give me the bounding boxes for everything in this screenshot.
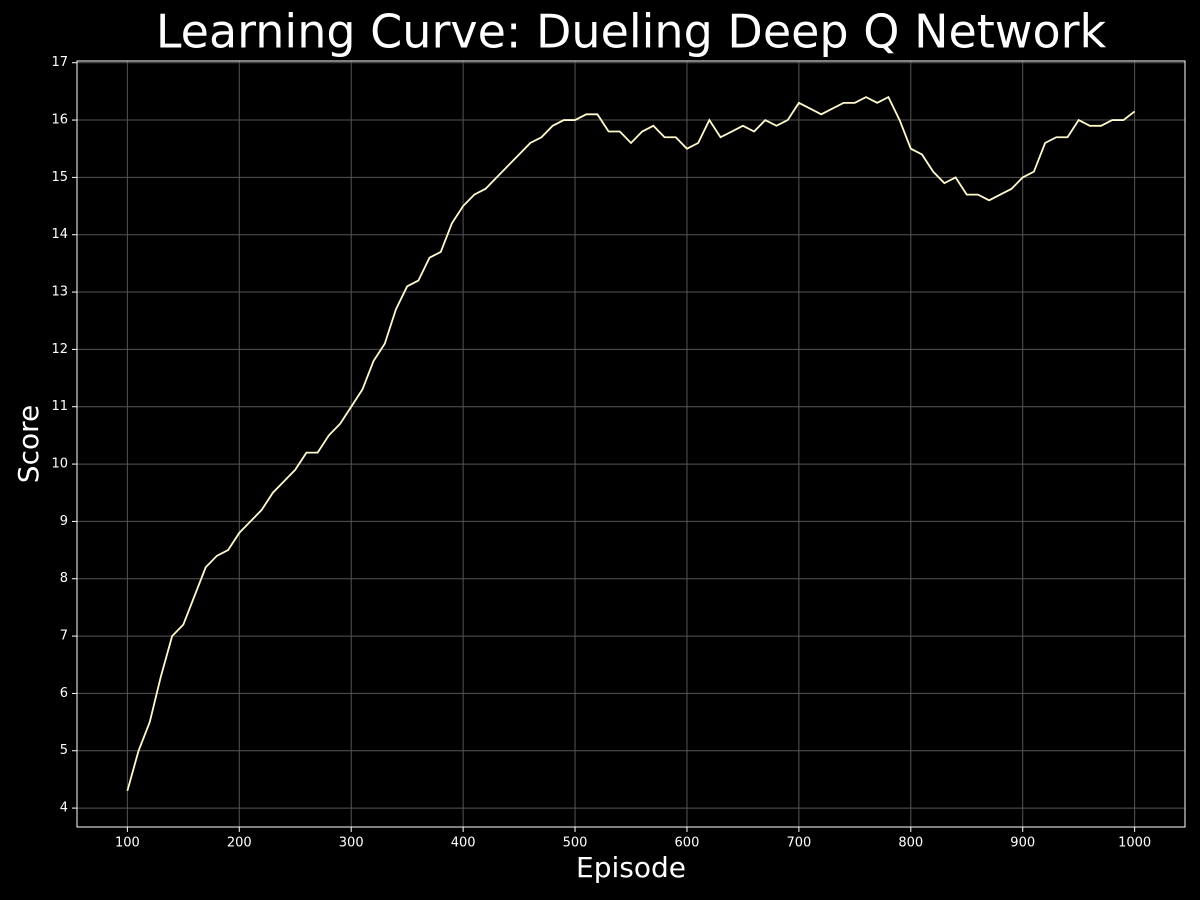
- x-tick-label: 600: [675, 836, 700, 851]
- y-axis-label: Score: [12, 405, 45, 483]
- x-tick-label: 1000: [1118, 836, 1151, 851]
- x-tick-label: 800: [898, 836, 923, 851]
- x-tick-label: 400: [451, 836, 476, 851]
- x-tick-label: 200: [227, 836, 252, 851]
- plot-frame: [76, 60, 1186, 828]
- x-tick-label: 300: [339, 836, 364, 851]
- y-tick-label: 7: [60, 629, 68, 644]
- y-tick-label: 9: [60, 514, 68, 529]
- chart-title: Learning Curve: Dueling Deep Q Network: [156, 5, 1107, 59]
- y-tick-label: 5: [60, 743, 68, 758]
- score-line: [126, 95, 1136, 792]
- y-tick-label: 13: [51, 285, 68, 300]
- y-tick-label: 8: [60, 571, 68, 586]
- y-tick-label: 4: [60, 801, 68, 816]
- x-tick-label: 100: [115, 836, 140, 851]
- y-tick-label: 11: [51, 399, 68, 414]
- x-tick-label: 700: [786, 836, 811, 851]
- y-tick-label: 15: [51, 170, 68, 185]
- y-tick-label: 10: [51, 457, 68, 472]
- x-axis-label: Episode: [576, 851, 686, 884]
- x-tick-label: 500: [563, 836, 588, 851]
- y-tick-label: 16: [51, 113, 68, 128]
- y-tick-label: 14: [51, 227, 68, 242]
- y-tick-label: 17: [51, 55, 68, 70]
- x-tick-label: 900: [1010, 836, 1035, 851]
- y-tick-label: 6: [60, 686, 68, 701]
- y-tick-label: 12: [51, 342, 68, 357]
